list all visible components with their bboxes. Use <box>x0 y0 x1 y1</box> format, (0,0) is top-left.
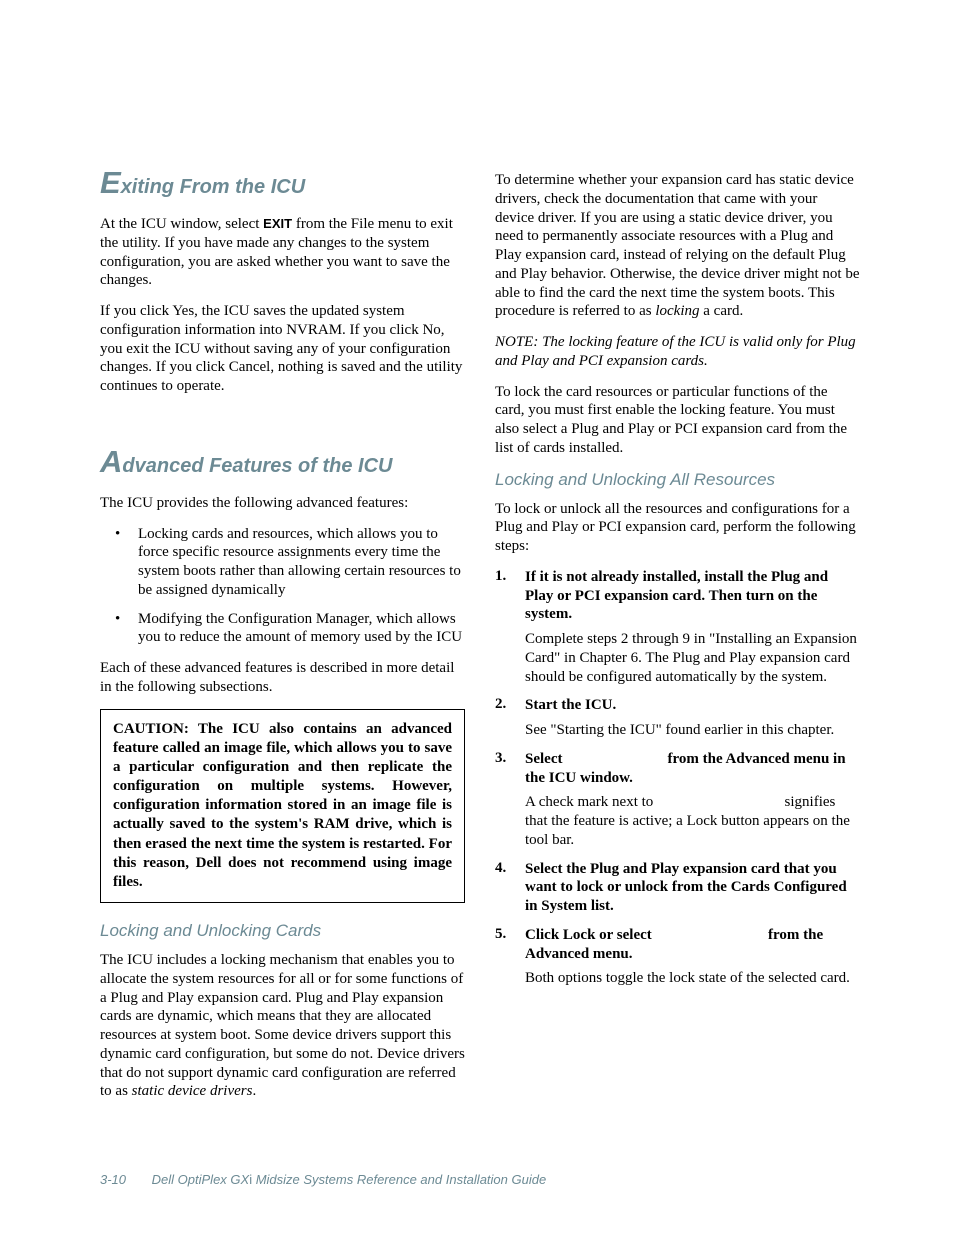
left-column: Exiting From the ICU At the ICU window, … <box>100 165 465 1113</box>
caution-text: CAUTION: The ICU also contains an advanc… <box>113 720 452 893</box>
italic-term: static device drivers <box>132 1083 253 1099</box>
paragraph: To lock the card resources or particular… <box>495 383 860 458</box>
heading-locking-resources: Locking and Unlocking All Resources <box>495 470 860 490</box>
caution-box: CAUTION: The ICU also contains an advanc… <box>100 709 465 904</box>
note: NOTE: The locking feature of the ICU is … <box>495 333 860 371</box>
step-body: A check mark next to signifies that the … <box>525 793 860 849</box>
step-heading: Click Lock or select from the Advanced m… <box>525 926 860 964</box>
document-page: Exiting From the ICU At the ICU window, … <box>0 0 954 1173</box>
step-heading: If it is not already installed, install … <box>525 568 860 624</box>
step-item: If it is not already installed, install … <box>495 568 860 687</box>
paragraph: At the ICU window, select EXIT from the … <box>100 215 465 290</box>
list-item: Modifying the Configuration Manager, whi… <box>100 610 465 648</box>
heading-locking-cards: Locking and Unlocking Cards <box>100 921 465 941</box>
steps-list: If it is not already installed, install … <box>495 568 860 988</box>
paragraph: The ICU includes a locking mechanism tha… <box>100 951 465 1101</box>
paragraph: To determine whether your expansion card… <box>495 171 860 321</box>
step-item: Start the ICU. See "Starting the ICU" fo… <box>495 696 860 740</box>
paragraph: Each of these advanced features is descr… <box>100 659 465 697</box>
feature-list: Locking cards and resources, which allow… <box>100 525 465 648</box>
italic-term: locking <box>655 303 699 319</box>
heading-advanced: Advanced Features of the ICU <box>100 444 465 480</box>
step-item: Click Lock or select from the Advanced m… <box>495 926 860 988</box>
paragraph: The ICU provides the following advanced … <box>100 494 465 513</box>
dropcap: A <box>100 444 122 479</box>
heading-text: dvanced Features of the ICU <box>122 455 392 477</box>
page-number: 3-10 <box>100 1172 126 1187</box>
list-item: Locking cards and resources, which allow… <box>100 525 465 600</box>
exit-keyword: EXIT <box>263 216 292 231</box>
step-heading: Select the Plug and Play expansion card … <box>525 860 860 916</box>
step-body: Both options toggle the lock state of th… <box>525 969 860 988</box>
step-body: Complete steps 2 through 9 in "Installin… <box>525 630 860 686</box>
step-item: Select from the Advanced menu in the ICU… <box>495 750 860 850</box>
page-footer: 3-10 Dell OptiPlex GXi Midsize Systems R… <box>100 1172 546 1187</box>
step-item: Select the Plug and Play expansion card … <box>495 860 860 916</box>
heading-exiting: Exiting From the ICU <box>100 165 465 201</box>
paragraph: If you click Yes, the ICU saves the upda… <box>100 302 465 396</box>
right-column: To determine whether your expansion card… <box>495 165 860 1113</box>
step-body: See "Starting the ICU" found earlier in … <box>525 721 860 740</box>
step-heading: Start the ICU. <box>525 696 860 715</box>
paragraph: To lock or unlock all the resources and … <box>495 500 860 556</box>
footer-title: Dell OptiPlex GXi Midsize Systems Refere… <box>152 1172 547 1187</box>
step-heading: Select from the Advanced menu in the ICU… <box>525 750 860 788</box>
dropcap: E <box>100 165 121 200</box>
heading-text: xiting From the ICU <box>121 176 305 198</box>
